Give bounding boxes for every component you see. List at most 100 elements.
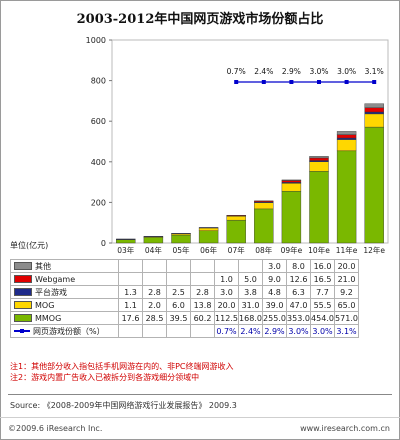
table-cell: 2.8 <box>142 285 167 299</box>
legend-name: 其他 <box>35 261 51 271</box>
table-cell: 16.5 <box>310 272 335 286</box>
bar-segment-Webgame <box>254 200 274 203</box>
bar-segment-其他 <box>364 103 384 108</box>
legend-name: MOG <box>35 300 55 310</box>
table-cell <box>166 272 191 286</box>
table-cell: 1.0 <box>214 272 239 286</box>
table-cell: 31.0 <box>238 298 263 312</box>
table-cell: 12.6 <box>286 272 311 286</box>
share-label: 3.1% <box>365 67 384 76</box>
table-cell: 28.5 <box>142 311 167 325</box>
share-label: 3.0% <box>309 67 328 76</box>
bar-segment-其他 <box>281 179 302 181</box>
table-cell: 0.7% <box>214 324 239 338</box>
table-row: Webgame 1.0 5.0 9.0 12.6 16.5 21.0 <box>10 272 359 286</box>
table-cell: 20.0 <box>334 259 359 273</box>
separator <box>8 394 392 395</box>
legend-swatch <box>14 288 32 296</box>
table-cell: 16.0 <box>310 259 335 273</box>
share-label: 2.4% <box>254 67 273 76</box>
table-cell: 353.0 <box>286 311 311 325</box>
bar-segment-MMOG <box>171 234 191 244</box>
bar-segment-MOG <box>226 215 246 221</box>
table-cell: 2.9% <box>262 324 287 338</box>
table-cell <box>166 259 191 273</box>
table-cell <box>190 272 215 286</box>
bar-segment-平台游戏 <box>143 236 164 238</box>
bar-segment-Webgame <box>281 180 302 183</box>
copyright: ©2009.6 iResearch Inc. <box>8 424 103 433</box>
bar-segment-其他 <box>309 156 329 159</box>
legend-label: 平台游戏 <box>10 285 119 299</box>
legend-swatch <box>14 275 32 283</box>
table-cell: 571.0 <box>334 311 359 325</box>
table-cell: 3.0 <box>214 285 239 299</box>
y-tick-label: 800 <box>91 77 106 86</box>
bar-segment-MOG <box>309 161 329 172</box>
x-tick-label: 09年e <box>281 245 303 255</box>
bar-segment-Webgame <box>336 134 357 139</box>
table-cell: 454.0 <box>310 311 335 325</box>
bar-segment-MOG <box>254 202 274 210</box>
bar-segment-MMOG <box>226 219 246 244</box>
table-cell: 3.0% <box>310 324 335 338</box>
table-cell: 112.5 <box>214 311 239 325</box>
table-cell: 5.0 <box>238 272 263 286</box>
bar-segment-MMOG <box>254 208 274 244</box>
x-tick-label: 05年 <box>172 245 190 255</box>
x-tick-label: 03年 <box>117 245 135 255</box>
table-cell: 6.0 <box>166 298 191 312</box>
bar-segment-平台游戏 <box>198 227 219 229</box>
unit-label: 单位(亿元) <box>10 241 49 250</box>
legend-label: 其他 <box>10 259 119 273</box>
bar-segment-Webgame <box>364 107 384 113</box>
table-cell: 4.8 <box>262 285 287 299</box>
share-point <box>261 80 266 84</box>
table-cell: 20.0 <box>214 298 239 312</box>
table-cell <box>142 259 167 273</box>
table-cell <box>190 324 215 338</box>
website: www.iresearch.com.cn <box>300 424 390 433</box>
table-cell: 3.0% <box>286 324 311 338</box>
bar-segment-MOG <box>364 113 384 128</box>
legend-line-swatch <box>14 328 30 334</box>
x-tick-label: 12年e <box>363 245 385 255</box>
legend-name: Webgame <box>35 274 76 284</box>
bar-segment-MMOG <box>364 126 384 244</box>
table-cell: 9.2 <box>334 285 359 299</box>
table-cell: 3.0 <box>262 259 287 273</box>
table-cell <box>142 272 167 286</box>
table-cell: 17.6 <box>118 311 143 325</box>
x-tick-label: 07年 <box>228 245 246 255</box>
table-cell <box>118 259 143 273</box>
bar-segment-平台游戏 <box>364 111 384 115</box>
bar-segment-MMOG <box>309 171 329 244</box>
table-cell: 1.1 <box>118 298 143 312</box>
table-cell: 168.0 <box>238 311 263 325</box>
table-cell <box>166 324 191 338</box>
table-cell: 3.8 <box>238 285 263 299</box>
x-tick-label: 06年 <box>200 245 218 255</box>
share-point <box>289 80 294 84</box>
table-cell: 2.0 <box>142 298 167 312</box>
table-cell: 6.3 <box>286 285 311 299</box>
legend-label: MOG <box>10 298 119 312</box>
table-cell: 1.3 <box>118 285 143 299</box>
table-cell <box>238 259 263 273</box>
legend-label: Webgame <box>10 272 119 286</box>
share-point <box>234 80 239 84</box>
bar-segment-MMOG <box>143 237 164 244</box>
table-cell: 55.5 <box>310 298 335 312</box>
table-row: MOG 1.1 2.0 6.0 13.8 20.0 31.0 39.0 47.0 55.5 65.0 <box>10 298 359 312</box>
table-row: 网页游戏份额（%） 0.7% 2.4% 2.9% 3.0% 3.0% 3.1% <box>10 324 359 338</box>
table-cell: 39.5 <box>166 311 191 325</box>
x-tick-label: 10年e <box>308 245 330 255</box>
y-tick-label: 1000 <box>86 36 106 45</box>
bar-segment-MMOG <box>198 230 219 244</box>
table-cell: 8.0 <box>286 259 311 273</box>
note-2: 注2：游戏内置广告收入已被拆分到各游戏细分领域中 <box>10 373 200 382</box>
table-cell: 13.8 <box>190 298 215 312</box>
table-cell <box>118 324 143 338</box>
data-table: 其他 3.0 8.0 16.0 20.0 Webgame 1.0 5.0 9.0 12.6 16.5… <box>10 259 359 338</box>
table-cell: 7.7 <box>310 285 335 299</box>
